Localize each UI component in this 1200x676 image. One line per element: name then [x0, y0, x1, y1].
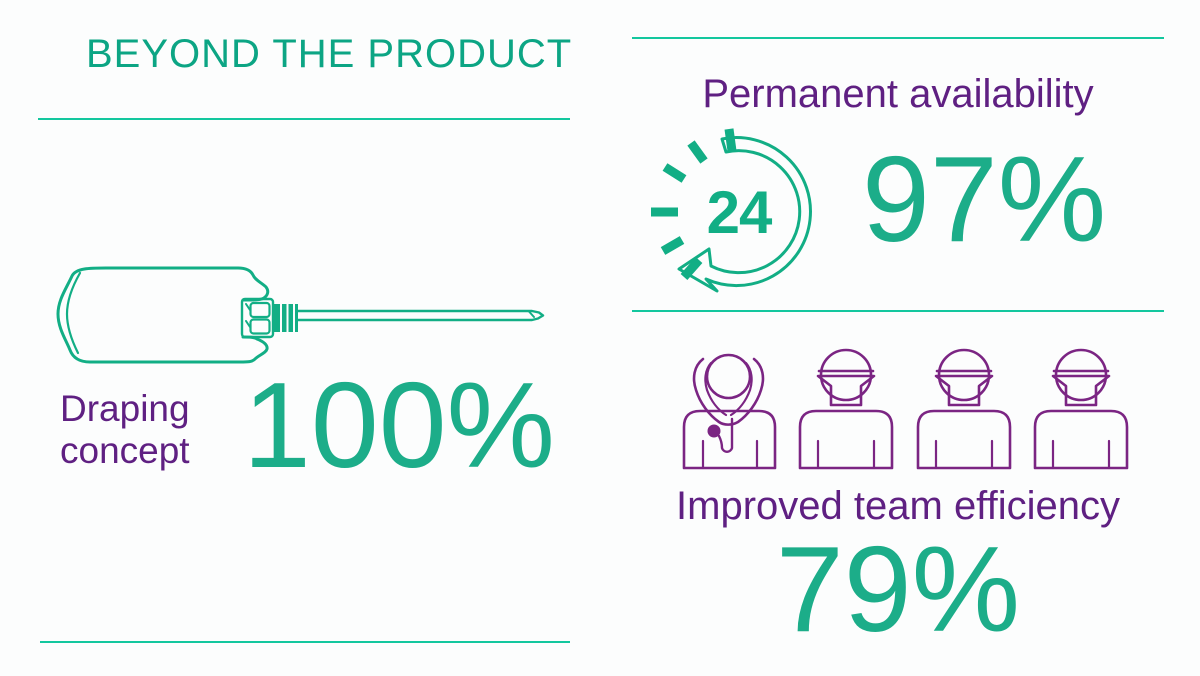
- drape-fold-line: [65, 271, 82, 355]
- divider-right-top: [632, 37, 1164, 39]
- page-title: BEYOND THE PRODUCT: [86, 32, 573, 76]
- team-icons: [682, 348, 1129, 470]
- stethoscope-chestpiece: [707, 424, 721, 438]
- draping-label: Draping concept: [60, 388, 190, 472]
- drape-bag-outline: [56, 266, 270, 364]
- masked-team-member-icon: [916, 348, 1012, 470]
- masked-team-member-icon: [798, 348, 894, 470]
- divider-right-middle: [632, 310, 1164, 312]
- clock-24-icon: 24: [651, 128, 812, 293]
- team-label: Improved team efficiency: [676, 484, 1120, 528]
- availability-value: 97%: [862, 131, 1107, 267]
- clock-24-number: 24: [707, 179, 773, 246]
- ribbed-connector: [274, 302, 298, 334]
- divider-left-bottom: [40, 641, 570, 643]
- masked-team-member-icon: [1033, 348, 1129, 470]
- draping-value: 100%: [243, 357, 556, 493]
- team-value: 79%: [775, 521, 1021, 657]
- divider-left-top: [38, 118, 570, 120]
- availability-label: Permanent availability: [702, 72, 1094, 116]
- circular-arrow: [677, 136, 812, 293]
- probe-shaft: [296, 309, 545, 322]
- draped-instrument-icon: [56, 266, 545, 364]
- surgeon-icon: [682, 353, 777, 470]
